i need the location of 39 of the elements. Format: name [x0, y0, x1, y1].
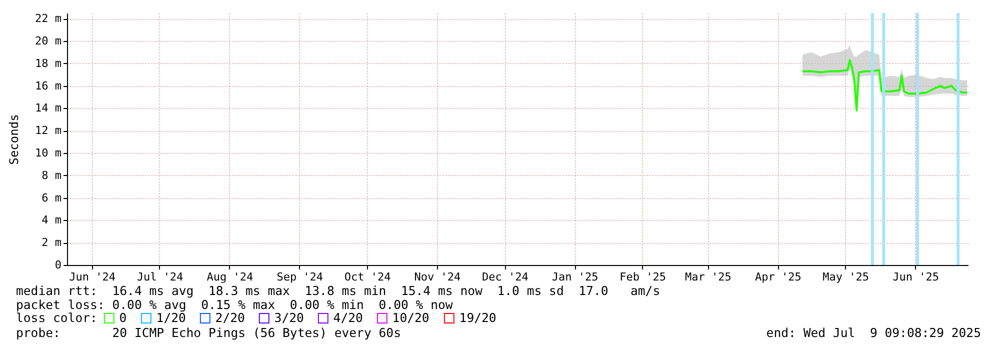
- x-tick-label: Aug '24: [206, 270, 254, 284]
- line-series: [801, 59, 968, 112]
- x-tick-label: Oct '24: [344, 270, 392, 284]
- x-tick-label: Jun '24: [69, 270, 116, 284]
- y-tick-label: 2 m: [42, 236, 62, 250]
- legend-label: 4/20: [333, 311, 363, 326]
- text: end: Wed Jul 9 09:08:29 2025: [766, 326, 981, 340]
- y-tick-label: 0: [54, 258, 62, 272]
- text: packet loss: 0.00 % avg 0.15 % max 0.00 % min 0.00 % now: [16, 298, 453, 312]
- y-tick-label: 4 m: [42, 214, 62, 227]
- x-tick-label: Mar '25: [685, 270, 732, 284]
- y-tick-label: 20 m: [35, 34, 62, 48]
- legend-label: 10/20: [392, 311, 430, 326]
- x-tick-label: Apr '25: [754, 270, 802, 284]
- legend-label: 1/20: [156, 311, 186, 326]
- y-axis-title: Seconds: [7, 114, 22, 165]
- x-tick-label: Jan '25: [552, 270, 598, 284]
- x-tick-label: Dec '24: [482, 270, 529, 284]
- legend-label: 2/20: [215, 311, 245, 326]
- y-tick-label: 16 m: [35, 79, 62, 92]
- y-tick-label: 6 m: [42, 191, 62, 204]
- text: median rtt: 16.4 ms avg 18.3 ms max 13.8 ms min 15.4 ms now 1.0 ms sd 17.0 am/s: [16, 284, 660, 298]
- legend-label: 3/20: [274, 311, 304, 326]
- x-tick-label: Nov '24: [414, 270, 462, 284]
- y-tick-label: 14 m: [35, 102, 62, 115]
- x-tick-label: Jul '24: [136, 270, 184, 284]
- y-tick-label: 12 m: [35, 124, 62, 138]
- legend-label: 0: [119, 311, 127, 326]
- legend-label: 19/20: [459, 311, 496, 326]
- legend-title: loss color:: [16, 311, 98, 325]
- y-tick-label: 22 m: [35, 12, 62, 26]
- y-tick-label: 8 m: [42, 168, 62, 182]
- x-tick-label: Sep '24: [276, 270, 324, 284]
- x-tick-label: Feb '25: [620, 270, 666, 284]
- text: probe: 20 ICMP Echo Pings (56 Bytes) every 60s: [16, 326, 401, 340]
- x-tick-label: May '25: [822, 270, 869, 284]
- y-tick-label: 10 m: [35, 146, 62, 160]
- x-tick-label: Jun '25: [892, 270, 939, 284]
- y-tick-label: 18 m: [35, 56, 62, 70]
